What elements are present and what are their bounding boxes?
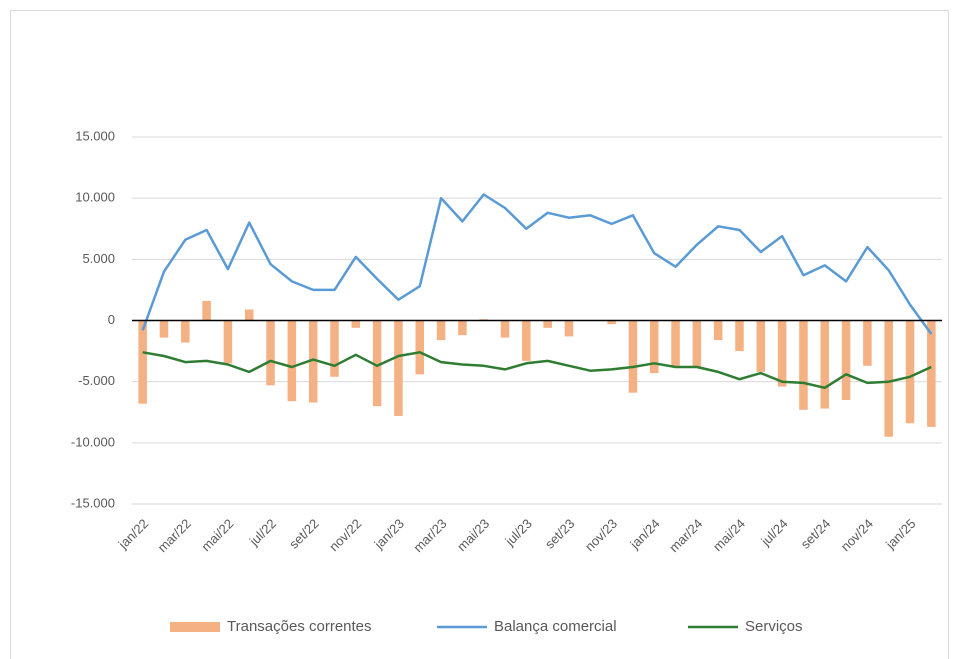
- bar: [223, 320, 233, 364]
- x-tick-label: jul/24: [757, 516, 790, 549]
- x-tick-label: mai/23: [454, 516, 492, 554]
- y-tick-label: 0: [108, 312, 115, 327]
- legend-swatch: [170, 622, 220, 632]
- bar: [181, 320, 190, 343]
- x-tick-label: mai/22: [198, 516, 236, 554]
- bar: [756, 320, 766, 372]
- bar: [735, 320, 744, 352]
- bar: [308, 320, 318, 403]
- bar: [287, 320, 297, 402]
- bar: [351, 320, 361, 328]
- y-tick-label: -5.000: [78, 373, 115, 388]
- legend-label: Transações correntes: [227, 618, 372, 635]
- bar: [671, 320, 680, 366]
- y-tick-label: 15.000: [75, 128, 115, 143]
- x-tick-label: set/24: [798, 516, 834, 552]
- bar: [692, 320, 702, 367]
- bar: [330, 320, 339, 377]
- bar: [649, 320, 659, 374]
- bar: [543, 320, 552, 328]
- bar: [799, 320, 808, 410]
- y-tick-label: -15.000: [71, 495, 115, 510]
- bar: [777, 320, 787, 387]
- x-tick-label: nov/22: [326, 516, 364, 554]
- legend-label: Balança comercial: [494, 618, 617, 635]
- x-tick-label: mai/24: [710, 516, 748, 554]
- bar: [927, 320, 936, 427]
- legend: Transações correntes Balança comercial Ser…: [170, 618, 803, 635]
- bar: [564, 320, 574, 337]
- x-tick-label: jan/23: [371, 516, 407, 552]
- bar: [372, 320, 382, 407]
- bar: [841, 320, 851, 401]
- bar: [159, 320, 169, 338]
- x-tick-label: mar/24: [666, 516, 705, 555]
- bar: [436, 320, 446, 341]
- bar: [266, 320, 275, 386]
- axis: -15.000 -10.000 -5.000 0 5.000 10.000 15.000 ja…: [71, 128, 942, 555]
- y-tick-label: 10.000: [75, 190, 115, 205]
- bar: [415, 320, 425, 375]
- x-tick-label: jul/23: [502, 516, 535, 549]
- marks: [138, 193, 936, 437]
- y-tick-label: 5.000: [82, 251, 115, 266]
- x-tick-label: nov/23: [582, 516, 620, 554]
- bar: [607, 320, 616, 325]
- line: [141, 193, 933, 335]
- x-tick-label: jan/24: [626, 516, 662, 552]
- legend-label: Serviços: [745, 618, 803, 635]
- bar: [202, 300, 211, 321]
- x-tick-label: jan/22: [115, 516, 151, 552]
- bar: [905, 320, 915, 424]
- bar: [458, 320, 467, 336]
- x-tick-label: set/22: [286, 516, 322, 552]
- bar: [628, 320, 638, 393]
- x-tick-label: jan/25: [882, 516, 918, 552]
- x-tick-label: set/23: [542, 516, 578, 552]
- bar: [884, 320, 893, 437]
- bar: [522, 320, 531, 361]
- bar: [138, 320, 147, 404]
- x-tick-label: mar/22: [155, 516, 194, 555]
- bar: [820, 320, 830, 409]
- y-tick-label: -10.000: [71, 434, 115, 449]
- x-tick-label: mar/23: [410, 516, 449, 555]
- x-tick-label: jul/22: [246, 516, 279, 549]
- bar: [863, 320, 872, 366]
- bar: [394, 320, 403, 416]
- bar: [244, 309, 254, 321]
- chart-frame: [10, 10, 949, 659]
- bar: [500, 320, 510, 338]
- bar: [713, 320, 723, 341]
- line: [142, 351, 932, 390]
- x-tick-label: nov/24: [838, 516, 876, 554]
